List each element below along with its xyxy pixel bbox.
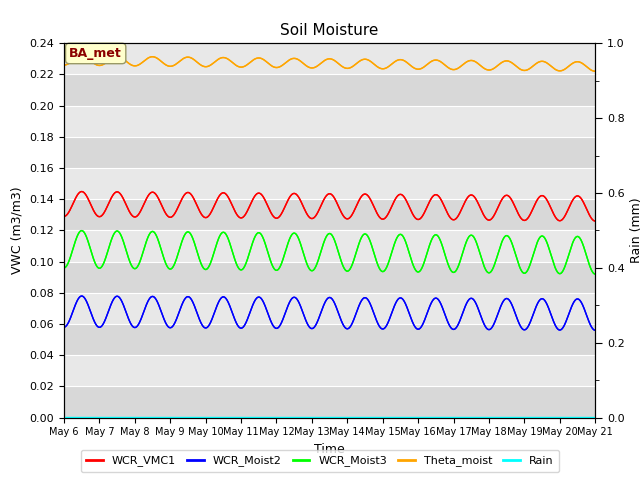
Legend: WCR_VMC1, WCR_Moist2, WCR_Moist3, Theta_moist, Rain: WCR_VMC1, WCR_Moist2, WCR_Moist3, Theta_… [81, 450, 559, 472]
Y-axis label: Rain (mm): Rain (mm) [630, 198, 640, 263]
Bar [64, 199, 595, 230]
Bar [64, 106, 595, 137]
Bar [64, 137, 595, 168]
Bar [64, 324, 595, 355]
Bar [64, 74, 595, 106]
Text: BA_met: BA_met [69, 47, 122, 60]
Bar [64, 386, 595, 418]
Bar [64, 168, 595, 199]
Bar [64, 230, 595, 262]
Y-axis label: VWC (m3/m3): VWC (m3/m3) [11, 187, 24, 274]
Title: Soil Moisture: Soil Moisture [280, 23, 379, 38]
X-axis label: Time: Time [314, 443, 345, 456]
Bar [64, 262, 595, 293]
Bar [64, 293, 595, 324]
Bar [64, 355, 595, 386]
Bar [64, 43, 595, 74]
